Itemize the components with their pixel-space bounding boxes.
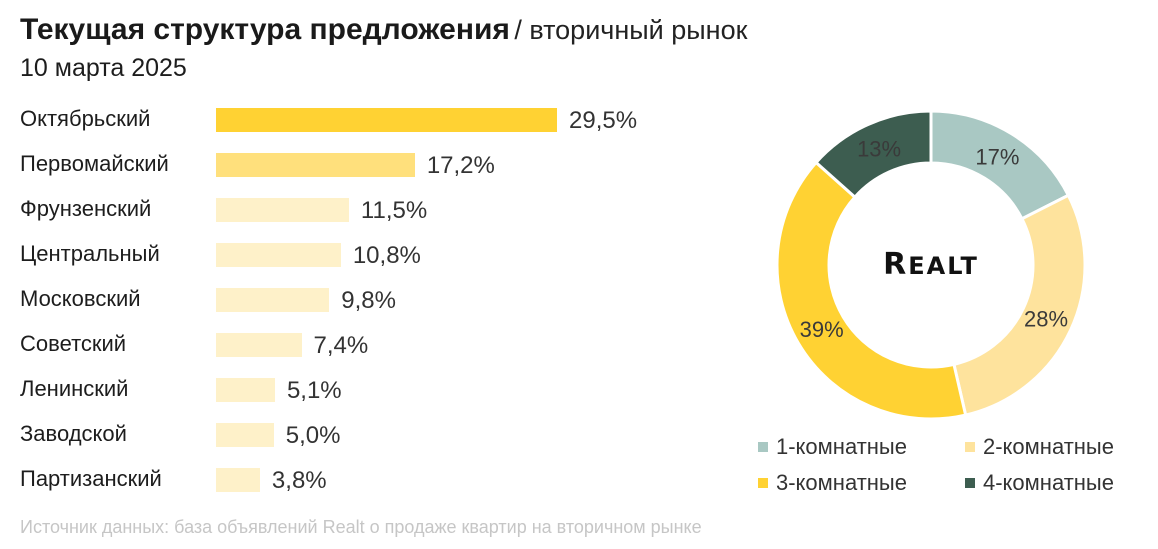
bar-value-label: 17,2% (426, 152, 495, 179)
bar (216, 468, 260, 492)
bar-value-label: 3,8% (271, 467, 327, 494)
donut-value-label: 39% (800, 317, 844, 342)
title-main: Текущая структура предложения (20, 13, 510, 46)
bar-value-label: 10,8% (352, 242, 421, 269)
donut-legend: 1-комнатные 2-комнатные 3-комнатные 4-комна… (758, 429, 1155, 501)
bar (216, 243, 341, 267)
bar-value-label: 5,1% (286, 377, 342, 404)
bar-row: Советский 7,4% (0, 331, 700, 359)
donut-segment (813, 109, 933, 200)
bar (216, 333, 302, 357)
bar (216, 288, 330, 312)
bar-value-label: 11,5% (360, 197, 428, 224)
bar-row: Партизанский 3,8% (0, 466, 700, 494)
bar-row: Московский 9,8% (0, 286, 700, 314)
bar (216, 423, 274, 447)
bar (216, 153, 415, 177)
bar-category-label: Советский (20, 331, 127, 356)
bar-category-label: Ленинский (20, 376, 129, 401)
legend-item: 2-комнатные (965, 429, 1155, 465)
bar-value-label: 9,8% (341, 287, 396, 314)
legend-swatch (758, 478, 768, 488)
legend-item: 1-комнатные (758, 429, 965, 465)
realt-logo: REALT (883, 247, 979, 282)
donut-value-label: 17% (975, 144, 1019, 169)
bar-row: Заводской 5,0% (0, 421, 700, 449)
title-suffix: / вторичный рынок (514, 15, 748, 45)
bar-row: Октябрьский 29,5% (0, 106, 700, 134)
bar-value-label: 5,0% (285, 422, 341, 449)
bar-category-label: Октябрьский (20, 106, 151, 131)
bar-row: Первомайский 17,2% (0, 151, 700, 179)
legend-label: 2-комнатные (983, 434, 1114, 459)
district-bar-chart: Октябрьский 29,5% Первомайский 17,2% Фрунзен… (0, 106, 700, 494)
bar (216, 198, 349, 222)
bar-category-label: Первомайский (20, 151, 169, 176)
chart-date: 10 марта 2025 (20, 54, 187, 82)
bar-row: Ленинский 5,1% (0, 376, 700, 404)
chart-title: Текущая структура предложения / вторичны… (20, 10, 747, 55)
bar-category-label: Партизанский (20, 466, 162, 491)
bar-category-label: Фрунзенский (20, 196, 152, 221)
source-note: Источник данных: база объявлений Realt о… (20, 517, 702, 537)
bar (216, 108, 557, 132)
donut-value-label: 28% (1024, 306, 1068, 331)
legend-swatch (758, 442, 768, 452)
legend-label: 4-комнатные (983, 470, 1114, 495)
bar-category-label: Центральный (20, 241, 160, 266)
bar-row: Фрунзенский 11,5% (0, 196, 700, 224)
bar-category-label: Московский (20, 286, 141, 311)
donut-value-label: 13% (857, 137, 901, 162)
legend-swatch (965, 442, 975, 452)
bar (216, 378, 275, 402)
legend-item: 4-комнатные (965, 465, 1155, 501)
rooms-donut-chart: 17% 28% 39% 13% (775, 109, 1087, 421)
donut-segment (775, 160, 968, 421)
bar-value-label: 7,4% (313, 332, 369, 359)
donut-segment (952, 193, 1087, 417)
bar-row: Центральный 10,8% (0, 241, 700, 269)
legend-label: 1-комнатные (776, 434, 907, 459)
legend-item: 3-комнатные (758, 465, 965, 501)
bar-category-label: Заводской (20, 421, 127, 446)
bar-value-label: 29,5% (569, 107, 638, 134)
legend-swatch (965, 478, 975, 488)
legend-label: 3-комнатные (776, 470, 907, 495)
